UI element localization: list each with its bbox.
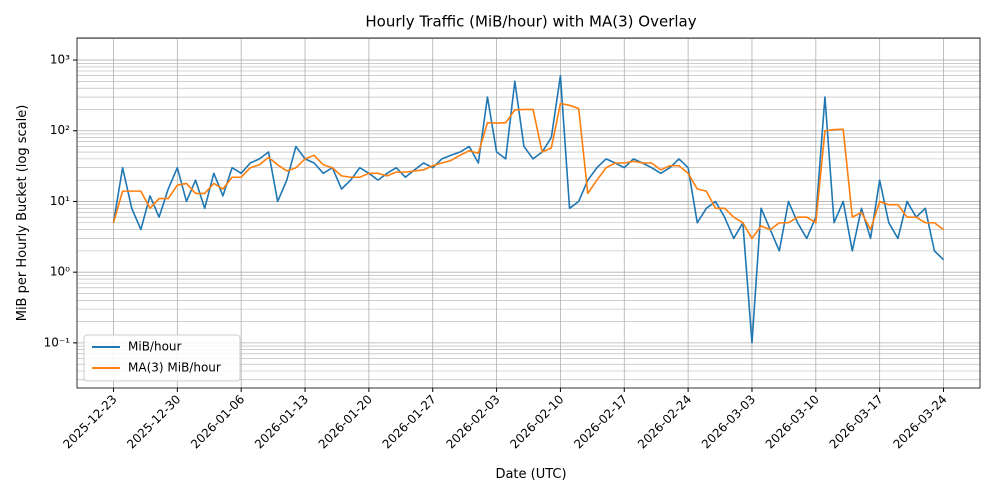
chart-title: Hourly Traffic (MiB/hour) with MA(3) Ove…: [365, 13, 696, 31]
y-tick-label: 10²: [50, 123, 70, 137]
y-tick-label: 10⁰: [50, 265, 70, 279]
series-line: [112, 74, 945, 344]
y-tick-label: 10³: [50, 53, 70, 67]
plot-frame: [76, 37, 981, 389]
y-tick-label: 10⁻¹: [44, 335, 71, 349]
legend-label: MiB/hour: [128, 340, 182, 354]
x-axis-label: Date (UTC): [495, 467, 566, 482]
series-line: [112, 102, 945, 240]
legend: MiB/hour MA(3) MiB/hour: [83, 334, 241, 382]
y-axis-label: MiB per Hourly Bucket (log scale): [15, 105, 30, 322]
plot-area: [112, 74, 945, 344]
y-tick-label: 10¹: [50, 194, 70, 208]
legend-label: MA(3) MiB/hour: [128, 361, 221, 375]
legend-box: [83, 334, 241, 382]
